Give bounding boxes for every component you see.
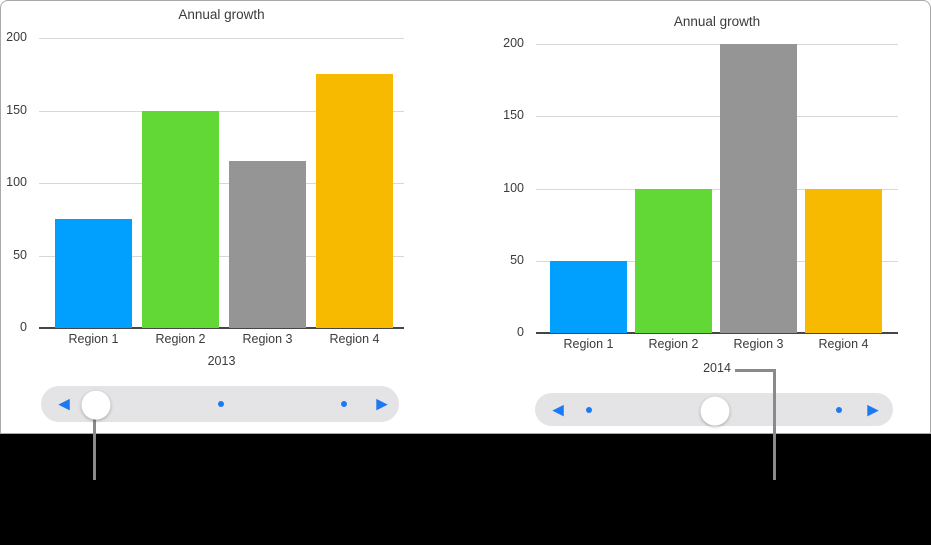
x-category-label: Region 1	[563, 337, 614, 351]
x-category-label: Region 2	[648, 337, 699, 351]
callout-line-2014-horizontal	[735, 369, 776, 372]
bar-region-2	[635, 188, 712, 333]
gridline	[39, 38, 404, 39]
x-category-label: Region 4	[818, 337, 869, 351]
y-tick-label: 100	[6, 175, 27, 189]
dataset-position-dot[interactable]	[836, 406, 842, 413]
x-category-label: Region 1	[68, 332, 119, 346]
chart-scrubber-2014[interactable]: ◀ ▶	[535, 393, 893, 426]
chart-scrubber-2013[interactable]: ◀ ▶	[41, 386, 399, 422]
y-tick-label: 0	[517, 325, 524, 339]
next-dataset-icon[interactable]: ▶	[867, 401, 879, 418]
callout-line-2014-vertical	[773, 369, 776, 480]
gridline	[39, 110, 404, 112]
x-category-label: Region 3	[733, 337, 784, 351]
bar-region-3	[720, 44, 797, 333]
bar-region-3	[229, 161, 306, 328]
y-tick-label: 100	[503, 180, 524, 195]
previous-dataset-icon[interactable]: ◀	[552, 401, 564, 418]
previous-dataset-icon[interactable]: ◀	[58, 395, 70, 413]
bar-region-1	[550, 260, 627, 333]
x-axis-title: 2014	[703, 361, 731, 375]
bar-region-4	[805, 188, 882, 333]
chart-title: Annual growth	[673, 14, 761, 29]
x-axis-baseline	[39, 327, 404, 329]
chart-2013: Annual growth 0 50 100 150 200 Region 1 Region …	[1, 1, 466, 435]
gridline	[536, 116, 898, 118]
gridline	[536, 188, 898, 190]
y-tick-label: 150	[503, 108, 524, 123]
gridline	[536, 44, 898, 45]
callout-line-knob	[93, 419, 96, 480]
dataset-position-dot[interactable]	[341, 401, 347, 407]
y-tick-label: 0	[20, 320, 27, 334]
x-axis-title: 2013	[207, 354, 236, 368]
x-category-label: Region 3	[242, 332, 293, 346]
x-axis-baseline	[536, 332, 898, 334]
chart-title: Annual growth	[178, 7, 265, 22]
next-dataset-icon[interactable]: ▶	[376, 395, 388, 413]
y-tick-label: 50	[13, 247, 27, 262]
chart-2014: Annual growth 0 50 100 150 200 Region 1 Region …	[466, 1, 931, 435]
scrubber-knob[interactable]	[81, 390, 111, 420]
bar-region-2	[142, 110, 219, 328]
dataset-position-dot[interactable]	[586, 406, 592, 413]
x-category-label: Region 2	[155, 332, 206, 346]
gridline	[39, 183, 404, 184]
dataset-position-dot[interactable]	[218, 401, 224, 407]
scrubber-knob[interactable]	[700, 396, 730, 426]
y-tick-label: 50	[510, 252, 524, 267]
x-category-label: Region 4	[329, 332, 380, 346]
bar-region-1	[55, 219, 132, 328]
y-tick-label: 200	[6, 30, 27, 44]
gridline	[39, 255, 404, 257]
chart-panel: Annual growth 0 50 100 150 200 Region 1 Region …	[0, 0, 931, 480]
y-tick-label: 150	[6, 102, 27, 117]
y-tick-label: 200	[503, 36, 524, 50]
gridline	[536, 260, 898, 262]
bar-region-4	[316, 74, 393, 328]
caption-area	[0, 434, 931, 545]
